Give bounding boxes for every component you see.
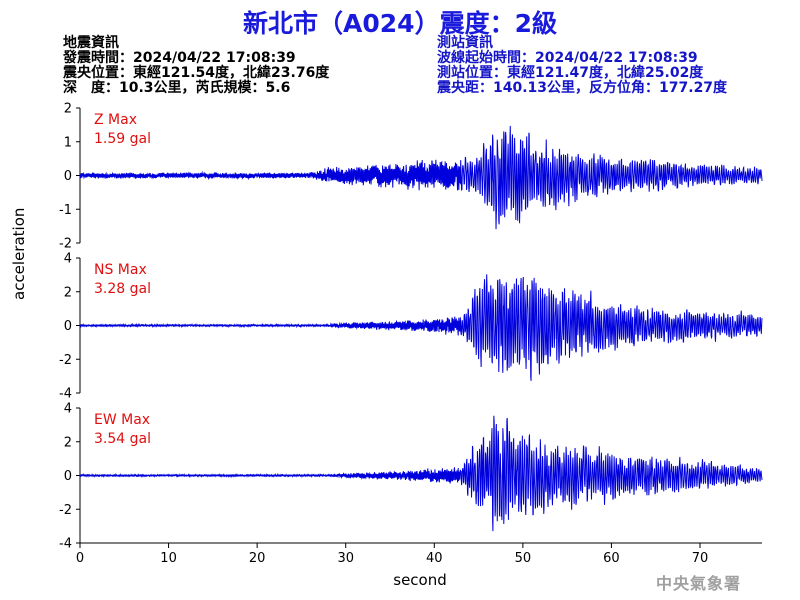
station-distance: 震央距：140.13公里，反方位角：177.27度	[437, 80, 728, 96]
x-axis-label: second	[393, 571, 447, 589]
max-value-ew: 3.54 gal	[94, 431, 151, 447]
y-tick-label: -1	[59, 203, 72, 218]
max-label-ns: NS Max	[94, 262, 147, 278]
station-heading: 測站資訊	[437, 35, 493, 51]
y-tick-label: -2	[59, 353, 72, 368]
earthquake-location: 震央位置：東經121.54度，北緯23.76度	[63, 65, 330, 81]
page-title: 新北市（A024）震度：2級	[243, 9, 557, 38]
x-tick-label: 60	[603, 551, 620, 566]
y-tick-label: 2	[64, 285, 72, 300]
y-tick-label: 0	[64, 169, 72, 184]
earthquake-info: 地震資訊 發震時間：2024/04/22 17:08:39 震央位置：東經121…	[63, 36, 329, 96]
max-label-ew: EW Max	[94, 412, 150, 428]
trace-ew	[79, 415, 763, 532]
x-tick-label: 0	[76, 551, 84, 566]
y-tick-label: 4	[64, 252, 72, 267]
station-location: 測站位置：東經121.47度，北緯25.02度	[437, 65, 704, 81]
x-tick-label: 40	[426, 551, 443, 566]
y-tick-label: 2	[64, 435, 72, 450]
y-tick-label: -4	[59, 537, 72, 552]
earthquake-heading: 地震資訊	[63, 35, 119, 51]
station-info: 測站資訊 波線起始時間：2024/04/22 17:08:39 測站位置：東經1…	[437, 36, 727, 96]
y-tick-label: 0	[64, 319, 72, 334]
x-tick-label: 10	[160, 551, 177, 566]
y-tick-label: 2	[64, 102, 72, 117]
x-tick-label: 30	[337, 551, 354, 566]
y-tick-label: -2	[59, 503, 72, 518]
x-tick-label: 20	[249, 551, 266, 566]
trace-z	[79, 125, 763, 230]
max-value-z: 1.59 gal	[94, 131, 151, 147]
max-value-ns: 3.28 gal	[94, 281, 151, 297]
x-tick-label: 50	[515, 551, 532, 566]
y-tick-label: 0	[64, 469, 72, 484]
y-tick-label: 4	[64, 402, 72, 417]
agency-watermark: 中央氣象署	[656, 574, 742, 593]
y-axis-label: acceleration	[10, 207, 28, 300]
y-tick-label: -2	[59, 237, 72, 252]
earthquake-depth: 深 度：10.3公里，芮氏規模：5.6	[63, 80, 291, 96]
x-tick-label: 70	[692, 551, 709, 566]
earthquake-time: 發震時間：2024/04/22 17:08:39	[63, 50, 296, 66]
y-tick-label: 1	[64, 135, 72, 150]
trace-ns	[79, 274, 763, 381]
max-label-z: Z Max	[94, 112, 137, 128]
y-tick-label: -4	[59, 387, 72, 402]
station-start-time: 波線起始時間：2024/04/22 17:08:39	[437, 50, 698, 66]
